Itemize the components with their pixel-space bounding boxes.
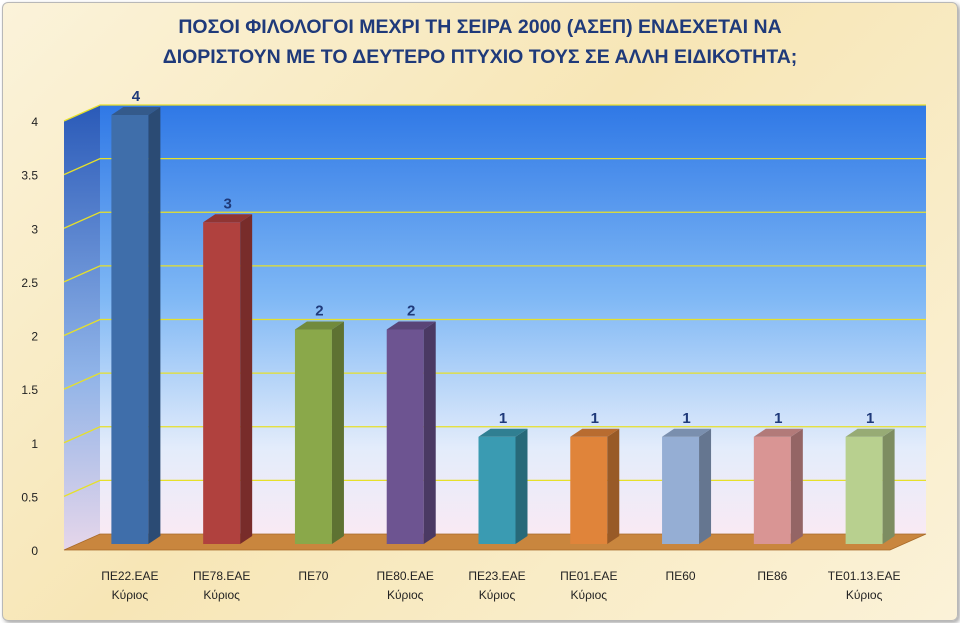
bar-top bbox=[111, 107, 161, 115]
data-label: 1 bbox=[591, 410, 599, 427]
bar bbox=[111, 115, 149, 544]
x-tick-label: Κύριος bbox=[846, 588, 883, 602]
bar-top bbox=[478, 428, 528, 437]
data-label: 3 bbox=[223, 195, 231, 212]
y-tick-label: 1.5 bbox=[21, 383, 38, 397]
bar-top bbox=[570, 428, 620, 437]
chart-title: ΠΟΣΟΙ ΦΙΛΟΛΟΓΟΙ ΜΕΧΡΙ ΤΗ ΣΕΙΡΑ 2000 (ΑΣΕ… bbox=[60, 12, 900, 72]
bar-side bbox=[331, 321, 344, 544]
y-tick-label: 3 bbox=[31, 222, 38, 236]
y-tick-label: 2.5 bbox=[21, 276, 38, 290]
bar bbox=[845, 436, 883, 544]
bar-top bbox=[203, 214, 253, 223]
bar-side bbox=[882, 428, 895, 544]
data-label: 4 bbox=[132, 88, 141, 105]
plot-area: 0 0.5 1 1.5 2 2.5 3 3.5 4 4 ΠΕ22.ΕΑΕ Κύριος 3 ΠΕ78.ΕΑ… bbox=[21, 88, 927, 602]
x-tick-label: ΠΕ80.ΕΑΕ bbox=[377, 569, 434, 583]
x-tick-label: ΠΕ01.ΕΑΕ bbox=[560, 569, 617, 583]
bar-side bbox=[515, 428, 528, 544]
y-tick-label: 3.5 bbox=[21, 169, 38, 183]
gridline bbox=[63, 104, 926, 122]
bar bbox=[203, 222, 241, 544]
bar-top bbox=[845, 428, 895, 437]
data-label: 1 bbox=[866, 410, 874, 427]
x-tick-label: Κύριος bbox=[387, 588, 424, 602]
data-label: 1 bbox=[499, 410, 507, 427]
bar bbox=[570, 436, 608, 544]
gridline bbox=[63, 157, 926, 176]
bar-side bbox=[240, 214, 253, 544]
x-tick-label: Κύριος bbox=[479, 588, 516, 602]
y-tick-label: 1 bbox=[31, 437, 38, 451]
bar-side bbox=[607, 428, 620, 544]
y-tick-label: 4 bbox=[31, 115, 38, 129]
gridline bbox=[63, 372, 926, 390]
bar bbox=[662, 436, 700, 544]
chart-title-line1: ΠΟΣΟΙ ΦΙΛΟΛΟΓΟΙ ΜΕΧΡΙ ΤΗ ΣΕΙΡΑ 2000 (ΑΣΕ… bbox=[178, 16, 782, 38]
y-tick-label: 0.5 bbox=[21, 490, 38, 504]
gridline bbox=[63, 265, 926, 283]
bar bbox=[478, 436, 516, 544]
y-tick-label: 2 bbox=[31, 330, 38, 344]
y-tick-label: 0 bbox=[31, 544, 38, 558]
bar-top bbox=[753, 428, 803, 437]
bar-top bbox=[386, 321, 436, 330]
chart-title-line2: ΔΙΟΡΙΣΤΟΥΝ ΜΕ ΤΟ ΔΕΥΤΕΡΟ ΠΤΥΧΙΟ ΤΟΥΣ ΣΕ … bbox=[162, 46, 798, 68]
bar-side bbox=[148, 107, 161, 544]
x-tick-label: ΠΕ23.ΕΑΕ bbox=[468, 569, 525, 583]
gridline bbox=[63, 318, 926, 337]
gridline bbox=[63, 479, 926, 497]
data-label: 1 bbox=[774, 410, 782, 427]
bar-side bbox=[699, 428, 712, 544]
bar-top bbox=[662, 428, 712, 437]
bar bbox=[753, 436, 791, 544]
gridline bbox=[63, 426, 926, 444]
bar-side bbox=[423, 321, 436, 544]
bar bbox=[294, 329, 332, 544]
bar-top bbox=[294, 321, 344, 330]
data-label: 2 bbox=[315, 303, 323, 320]
x-tick-label: Κύριος bbox=[112, 588, 149, 602]
x-tick-label: ΠΕ60 bbox=[666, 569, 696, 583]
x-tick-label: Κύριος bbox=[203, 588, 240, 602]
x-tick-label: ΠΕ22.ΕΑΕ bbox=[101, 569, 158, 583]
x-tick-label: ΠΕ78.ΕΑΕ bbox=[193, 569, 250, 583]
bar-side bbox=[790, 428, 803, 544]
data-label: 1 bbox=[682, 410, 690, 427]
x-tick-label: ΠΕ70 bbox=[298, 569, 328, 583]
x-tick-label: ΤΕ01.13.ΕΑΕ bbox=[828, 569, 901, 583]
x-tick-label: Κύριος bbox=[571, 588, 608, 602]
gridline bbox=[63, 211, 926, 229]
data-label: 2 bbox=[407, 303, 415, 320]
bar bbox=[386, 329, 424, 544]
x-tick-label: ΠΕ86 bbox=[757, 569, 787, 583]
